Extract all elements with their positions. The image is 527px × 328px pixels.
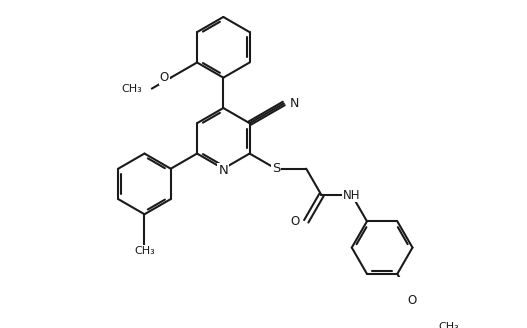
Text: NH: NH [343, 189, 360, 201]
Text: N: N [219, 164, 228, 177]
Text: CH₃: CH₃ [438, 322, 460, 328]
Text: S: S [272, 162, 280, 175]
Text: O: O [291, 215, 300, 228]
Text: O: O [408, 294, 417, 307]
Text: O: O [160, 71, 169, 84]
Text: CH₃: CH₃ [121, 84, 142, 93]
Text: N: N [290, 97, 299, 110]
Text: CH₃: CH₃ [134, 246, 155, 256]
